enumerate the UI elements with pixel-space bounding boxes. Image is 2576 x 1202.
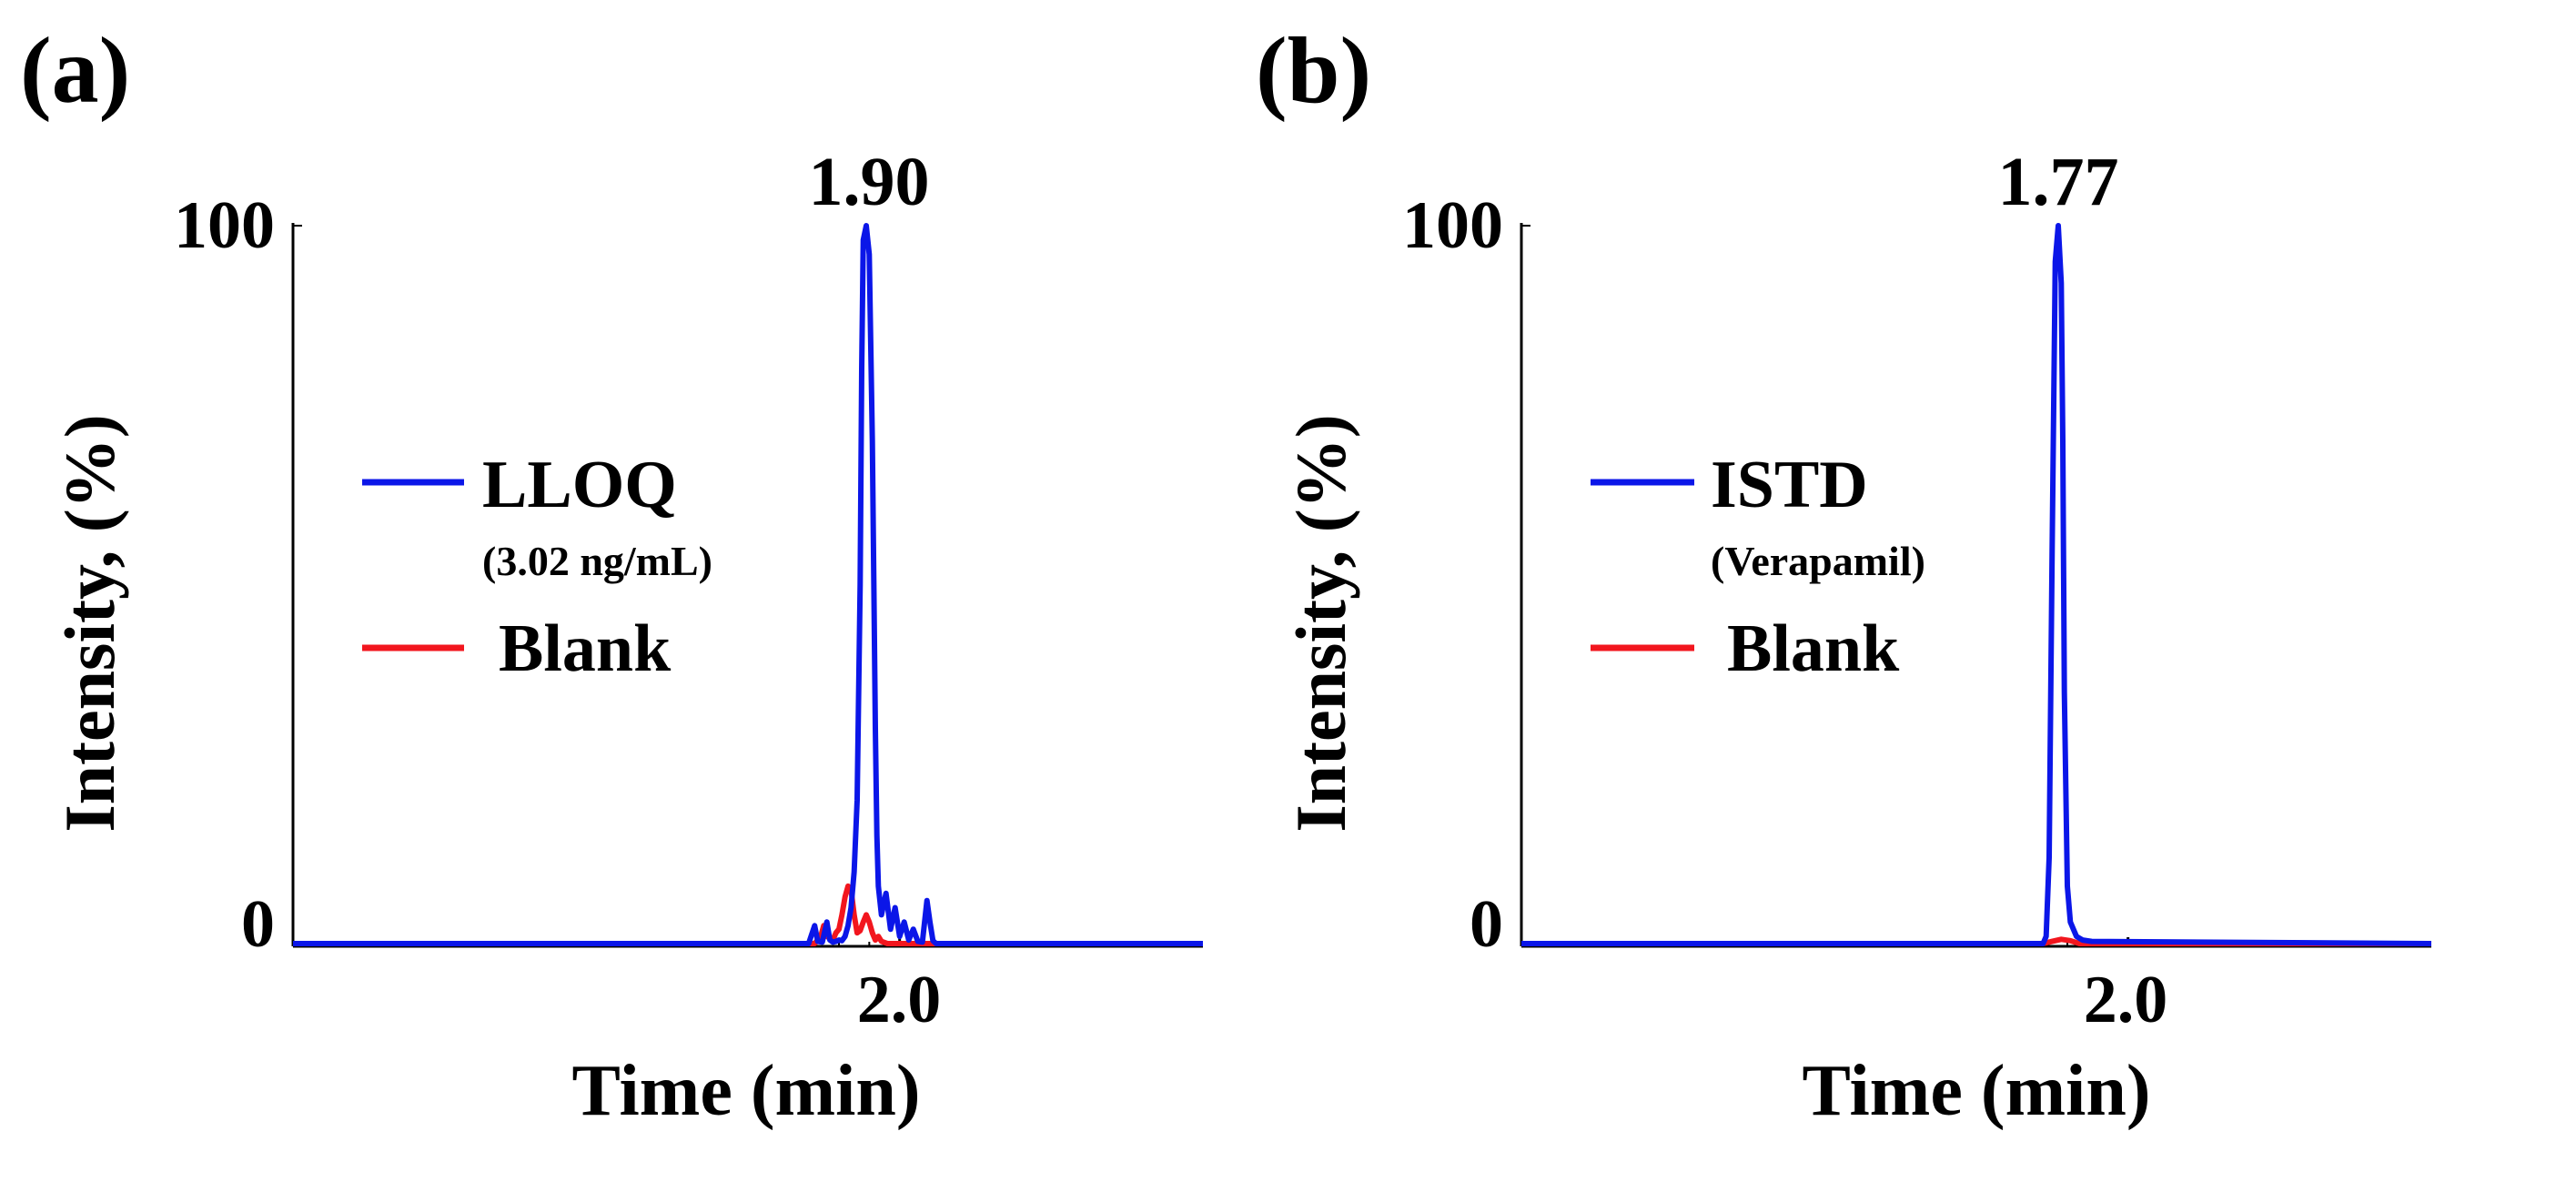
legend-sublabel-istd: (Verapamil) — [1711, 538, 1925, 584]
peak-annotation-a: 1.90 — [809, 144, 930, 220]
legend-label-istd: ISTD — [1711, 448, 1868, 522]
chart-panel-a: (a) 1.90 Intensity, (%) 100 0 2.0 Time (… — [20, 18, 1203, 1131]
y-tick-label-0-b: 0 — [1470, 887, 1503, 962]
x-axis-title-b: Time (min) — [1803, 1051, 2151, 1131]
legend-label-blank-a: Blank — [499, 611, 672, 686]
legend-sublabel-lloq: (3.02 ng/mL) — [482, 538, 712, 584]
legend-label-blank-b: Blank — [1727, 611, 1900, 686]
legend-a: LLOQ (3.02 ng/mL) Blank — [362, 448, 712, 686]
y-tick-label-0-a: 0 — [241, 887, 275, 962]
x-tick-label-2-b: 2.0 — [2084, 963, 2168, 1037]
peak-annotation-b: 1.77 — [1998, 144, 2119, 220]
panel-label-b: (b) — [1256, 18, 1371, 123]
chart-panel-b: (b) 1.77 Intensity, (%) 100 0 2.0 Time (… — [1256, 18, 2432, 1131]
y-axis-title-a: Intensity, (%) — [50, 414, 129, 832]
y-axis-title-b: Intensity, (%) — [1281, 414, 1360, 832]
series-line-blank-a — [293, 883, 1203, 946]
legend-label-lloq: LLOQ — [482, 448, 677, 522]
series-line-istd — [1521, 223, 2432, 946]
series-line-lloq — [293, 223, 1203, 946]
legend-b: ISTD (Verapamil) Blank — [1591, 448, 1925, 686]
x-tick-label-2-a: 2.0 — [857, 963, 942, 1037]
y-tick-label-100-b: 100 — [1402, 188, 1503, 263]
y-tick-label-100-a: 100 — [174, 188, 275, 263]
x-axis-title-a: Time (min) — [572, 1051, 921, 1131]
panel-label-a: (a) — [20, 18, 130, 123]
